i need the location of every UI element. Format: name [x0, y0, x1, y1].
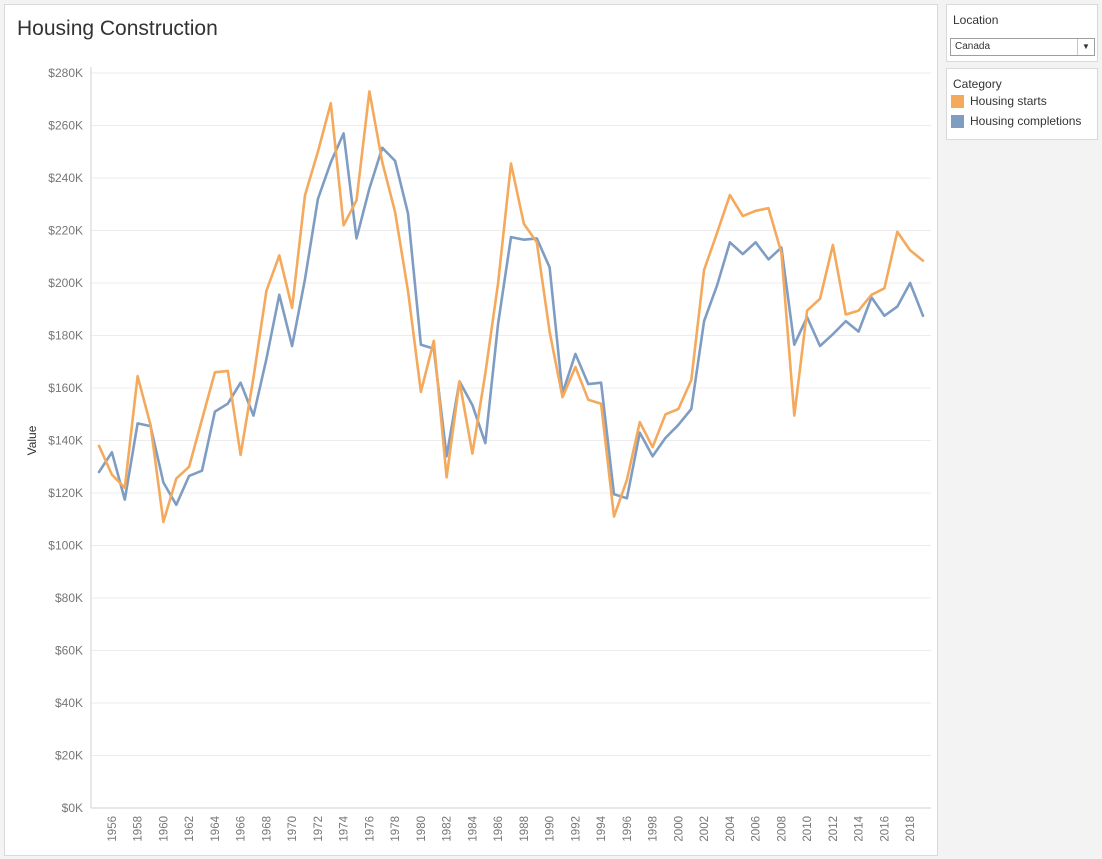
chart-title: Housing Construction	[17, 17, 218, 40]
series-line-housing-starts	[97, 90, 925, 524]
legend-label-housing-completions: Housing completions	[970, 114, 1082, 128]
chart-panel: Housing Construction $0K $20K $40K $60K $80K…	[4, 4, 938, 856]
legend-swatch-housing-completions	[951, 114, 964, 128]
legend-swatch-housing-starts	[951, 94, 964, 108]
x-tick-label: 1988	[519, 816, 531, 842]
y-tick-label: $200K	[48, 276, 83, 290]
y-tick-label: $220K	[48, 224, 83, 238]
y-tick-label: $80K	[55, 591, 83, 605]
x-tick-label: 1970	[287, 816, 299, 842]
y-tick-label: $40K	[55, 696, 83, 710]
category-legend-title: Category	[953, 77, 1002, 91]
y-tick-label: $60K	[55, 644, 83, 658]
x-tick-label: 1978	[390, 816, 402, 842]
x-tick-label: 1982	[442, 816, 454, 842]
x-tick-label: 1992	[570, 816, 582, 842]
x-tick-label: 1962	[184, 816, 196, 842]
x-tick-label: 1956	[107, 816, 119, 842]
x-tick-label: 2016	[879, 816, 891, 842]
y-tick-label: $280K	[48, 66, 83, 80]
x-tick-label: 1966	[236, 816, 248, 842]
y-tick-label: $260K	[48, 119, 83, 133]
x-tick-label: 2000	[673, 816, 685, 842]
line-chart: $0K $20K $40K $60K $80K $100K $120K $140K $160K $…	[25, 66, 931, 842]
x-tick-label: 1990	[545, 816, 557, 842]
y-tick-label: $20K	[55, 749, 83, 763]
y-tick-label: $0K	[62, 801, 83, 815]
x-tick-label: 1960	[158, 816, 170, 842]
y-tick-label: $240K	[48, 171, 83, 185]
x-tick-label: 2006	[751, 816, 763, 842]
x-tick-label: 1958	[133, 816, 145, 842]
x-tick-label: 1974	[339, 815, 351, 841]
y-tick-label: $140K	[48, 434, 83, 448]
x-tick-label: 1980	[416, 816, 428, 842]
location-filter-title: Location	[953, 13, 999, 27]
x-tick-label: 1994	[596, 815, 608, 841]
legend-item-housing-starts[interactable]: Housing starts	[951, 91, 1097, 111]
x-tick-label: 2002	[699, 816, 711, 842]
location-dropdown[interactable]: Canada ▼	[950, 38, 1095, 56]
x-tick-label: 1998	[648, 816, 660, 842]
series-line-housing-completions	[97, 132, 925, 507]
x-tick-label: 1968	[261, 816, 273, 842]
chevron-down-icon[interactable]: ▼	[1077, 39, 1094, 55]
x-tick-label: 1996	[622, 816, 634, 842]
legend-item-housing-completions[interactable]: Housing completions	[951, 111, 1097, 131]
x-tick-label: 2008	[776, 816, 788, 842]
x-tick-label: 1984	[467, 815, 479, 841]
y-tick-label: $120K	[48, 486, 83, 500]
location-filter: Location Canada ▼	[946, 4, 1098, 62]
x-tick-label: 1972	[313, 816, 325, 842]
x-tick-label: 2018	[905, 816, 917, 842]
x-tick-label: 2014	[854, 815, 866, 841]
y-tick-label: $180K	[48, 329, 83, 343]
x-tick-label: 2012	[828, 816, 840, 842]
y-axis-label: Value	[25, 425, 39, 455]
x-tick-label: 1986	[493, 816, 505, 842]
location-dropdown-value: Canada	[955, 41, 991, 52]
y-tick-label: $160K	[48, 381, 83, 395]
legend-label-housing-starts: Housing starts	[970, 94, 1047, 108]
x-tick-label: 1964	[210, 815, 222, 841]
category-legend: Category Housing starts Housing completi…	[946, 68, 1098, 140]
x-tick-label: 1976	[364, 816, 376, 842]
x-tick-label: 2010	[802, 816, 814, 842]
x-tick-label: 2004	[725, 815, 737, 841]
y-tick-label: $100K	[48, 539, 83, 553]
